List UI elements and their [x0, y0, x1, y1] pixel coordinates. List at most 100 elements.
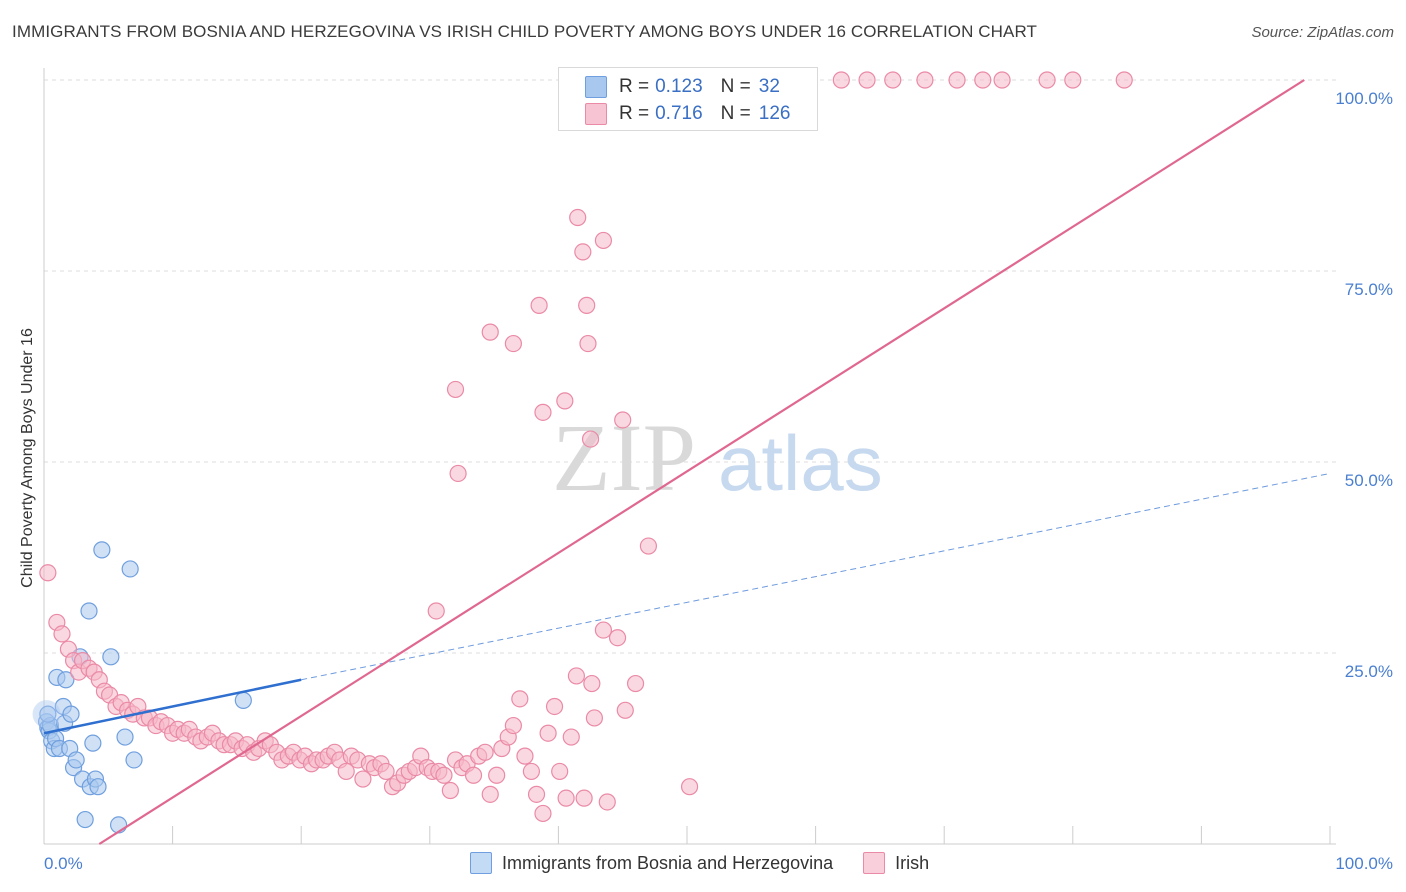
point-bosnia: [116, 728, 134, 746]
bosnia-legend-swatch: [470, 852, 492, 874]
point-irish: [608, 629, 627, 647]
point-bosnia: [57, 671, 75, 689]
legend-r-label: R =: [619, 76, 650, 97]
point-bosnia: [67, 751, 85, 769]
point-bosnia: [102, 648, 120, 666]
point-irish: [464, 766, 483, 784]
point-irish: [53, 625, 71, 643]
point-irish: [504, 334, 522, 353]
point-irish: [585, 709, 604, 727]
point-irish: [427, 602, 445, 620]
point-irish: [354, 770, 372, 788]
watermark-atlas: atlas: [718, 419, 883, 507]
point-irish: [337, 762, 355, 781]
y-tick-label: 25.0%: [1345, 662, 1393, 681]
irish-swatch: [585, 103, 607, 125]
point-irish: [858, 71, 876, 89]
point-irish: [539, 724, 557, 742]
point-irish: [569, 208, 587, 227]
source-credit: Source: ZipAtlas.com: [1251, 24, 1394, 41]
point-irish: [511, 690, 529, 708]
legend-row-irish: R = 0.716 N = 126: [585, 102, 790, 126]
y-tick-label: 75.0%: [1345, 280, 1393, 299]
point-irish: [594, 231, 613, 250]
point-irish: [481, 323, 499, 341]
trend-lines: [43, 79, 1331, 845]
point-irish: [598, 793, 616, 811]
x-tick-label-max: 100.0%: [1335, 854, 1393, 873]
point-irish: [449, 464, 467, 483]
point-bosnia: [84, 734, 102, 752]
point-irish: [639, 537, 658, 555]
point-irish: [626, 674, 645, 693]
point-irish: [974, 71, 992, 89]
grid-lines: [44, 79, 1336, 654]
legend-n-label: N =: [720, 76, 751, 97]
point-irish: [616, 701, 634, 719]
point-irish: [488, 766, 506, 784]
point-bosnia: [93, 541, 111, 559]
point-irish: [435, 766, 453, 784]
point-irish: [1115, 71, 1133, 89]
point-irish: [377, 762, 395, 781]
point-bosnia-cluster: [32, 700, 61, 729]
legend-item-bosnia: Immigrants from Bosnia and Herzegovina: [470, 852, 833, 874]
point-irish: [446, 380, 465, 399]
series-legend: Immigrants from Bosnia and Herzegovina I…: [470, 852, 959, 874]
point-irish: [516, 747, 534, 765]
point-irish: [581, 430, 600, 448]
legend-r-label: R =: [619, 103, 650, 124]
correlation-legend: R = 0.123 N = 32 R = 0.716 N = 126: [558, 67, 818, 131]
axes: [43, 68, 1336, 845]
watermark: ZIP atlas: [552, 404, 883, 511]
tick-labels: 100.0% 75.0% 50.0% 25.0% 0.0% 100.0%: [44, 89, 1393, 873]
point-irish: [993, 71, 1011, 89]
point-irish: [534, 804, 552, 823]
x-tick-label-min: 0.0%: [44, 854, 83, 873]
point-irish: [567, 667, 586, 685]
point-irish: [1064, 71, 1082, 89]
point-irish: [39, 564, 57, 582]
point-irish: [545, 697, 564, 716]
y-tick-label: 100.0%: [1335, 89, 1393, 108]
point-irish: [504, 716, 522, 735]
legend-row-bosnia: R = 0.123 N = 32: [585, 75, 780, 99]
point-irish: [680, 778, 699, 796]
chart-title: IMMIGRANTS FROM BOSNIA AND HERZEGOVINA V…: [12, 22, 1038, 41]
legend-r-value-irish: 0.716: [655, 103, 703, 124]
point-irish: [522, 762, 540, 781]
point-irish: [578, 296, 596, 314]
point-irish: [441, 781, 459, 800]
point-bosnia: [121, 560, 139, 578]
point-irish: [476, 743, 494, 761]
point-bosnia: [80, 602, 98, 620]
point-irish: [527, 785, 546, 803]
point-irish: [556, 392, 574, 410]
point-irish: [534, 403, 552, 421]
point-irish: [481, 785, 499, 803]
series-bosnia-points: [32, 541, 252, 834]
point-bosnia: [62, 705, 80, 723]
bosnia-swatch: [585, 76, 607, 98]
point-bosnia: [89, 778, 107, 796]
point-irish: [557, 789, 575, 807]
point-bosnia: [39, 705, 57, 723]
trend-bosnia-extended: [301, 472, 1331, 681]
irish-legend-swatch: [863, 852, 886, 874]
point-irish: [1038, 71, 1056, 89]
point-bosnia: [125, 751, 143, 769]
trend-bosnia: [43, 678, 302, 735]
point-irish: [832, 71, 850, 89]
point-irish: [579, 334, 597, 353]
legend-label-irish: Irish: [895, 852, 930, 873]
trend-irish: [98, 79, 1305, 845]
series-irish-points: [39, 71, 1133, 823]
point-irish: [916, 71, 934, 89]
legend-r-value-bosnia: 0.123: [655, 76, 703, 97]
point-irish: [551, 762, 569, 781]
point-irish: [562, 728, 580, 746]
legend-n-label: N =: [720, 103, 751, 124]
point-irish: [594, 621, 613, 639]
point-irish: [574, 243, 592, 261]
legend-n-value-irish: 126: [758, 103, 791, 124]
